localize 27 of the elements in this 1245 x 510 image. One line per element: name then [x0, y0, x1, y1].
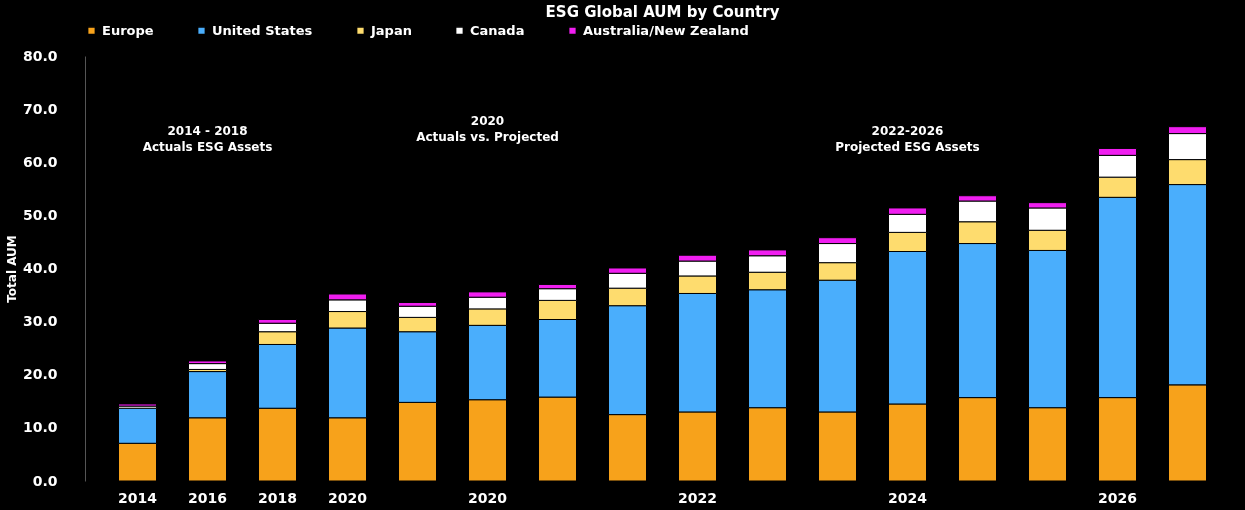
y-tick-label: 60.0	[22, 153, 58, 170]
x-tick-label: 2020	[468, 489, 508, 506]
legend-label: Europe	[102, 22, 154, 38]
annotation: 2014 - 2018 Actuals ESG Assets	[142, 124, 273, 154]
y-tick-label: 70.0	[22, 100, 58, 117]
y-tick-label: 80.0	[22, 47, 58, 64]
legend-label: United States	[212, 22, 313, 38]
x-tick-label: 2016	[188, 489, 227, 506]
x-tick-label: 2014	[118, 489, 158, 506]
x-tick-label: 2026	[1098, 489, 1137, 506]
y-axis-title: Total AUM	[4, 235, 19, 303]
y-tick-label: 20.0	[22, 366, 58, 383]
y-tick-label: 40.0	[22, 260, 58, 276]
x-tick-label: 2020	[328, 489, 368, 506]
annotation: 2022-2026 Projected ESG Assets	[835, 124, 980, 154]
y-tick-label: 0.0	[32, 472, 58, 489]
x-tick-label: 2018	[258, 489, 297, 506]
x-tick-label: 2024	[888, 489, 928, 506]
x-tick-label: 2022	[678, 489, 717, 506]
legend-label: Japan	[370, 22, 412, 38]
legend-label: Australia/New Zealand	[583, 22, 749, 38]
y-tick-label: 50.0	[22, 206, 58, 223]
annotation: 2020 Actuals vs. Projected	[416, 114, 559, 144]
chart-title: ESG Global AUM by Country	[545, 3, 780, 21]
y-tick-label: 30.0	[22, 313, 58, 330]
legend-label: Canada	[470, 22, 525, 38]
y-tick-label: 10.0	[22, 419, 58, 436]
